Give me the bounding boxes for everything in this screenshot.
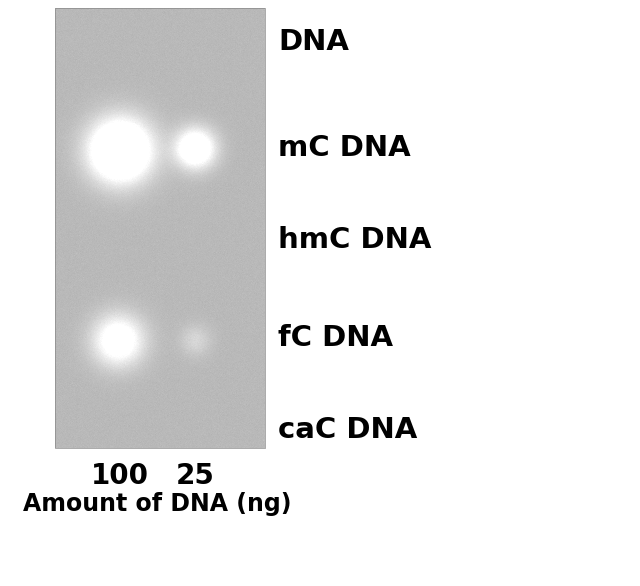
Text: 25: 25 <box>175 462 214 490</box>
Text: mC DNA: mC DNA <box>278 134 411 162</box>
Text: 100: 100 <box>91 462 149 490</box>
Text: Amount of DNA (ng): Amount of DNA (ng) <box>23 492 291 516</box>
Text: fC DNA: fC DNA <box>278 324 393 352</box>
Text: caC DNA: caC DNA <box>278 416 417 444</box>
Bar <box>55 8 265 448</box>
Text: DNA: DNA <box>278 28 349 56</box>
Text: hmC DNA: hmC DNA <box>278 226 431 254</box>
